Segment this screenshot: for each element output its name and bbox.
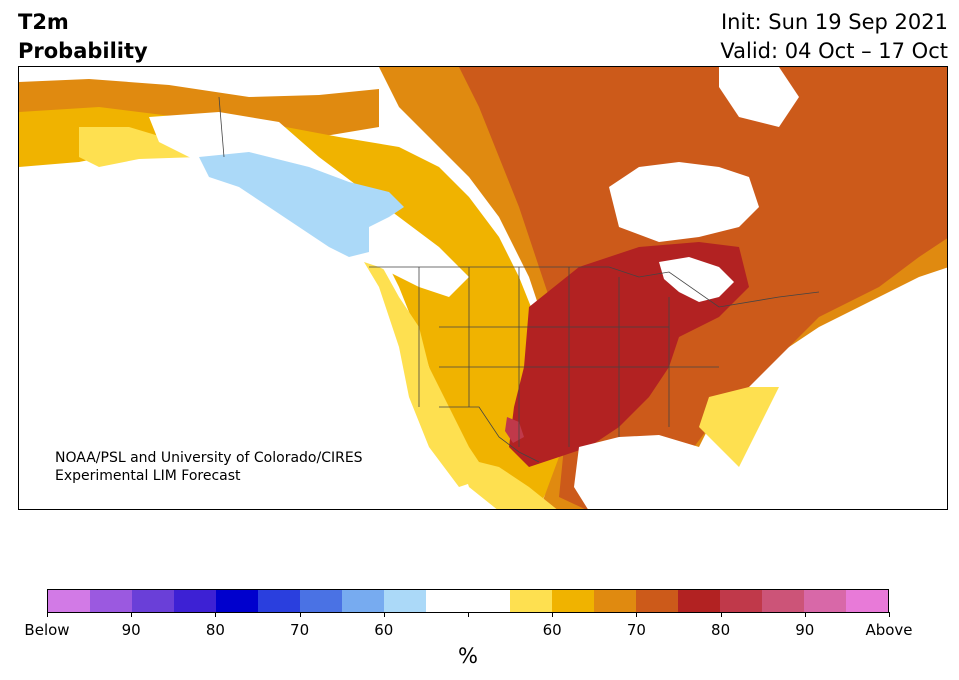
forecast-dates: Init: Sun 19 Sep 2021 Valid: 04 Oct – 17… xyxy=(720,8,948,66)
colorbar-tick-label: 90 xyxy=(121,621,141,639)
colorbar-segment xyxy=(384,590,426,612)
colorbar-segment xyxy=(510,590,552,612)
colorbar-segment xyxy=(342,590,384,612)
shade-yellow-north xyxy=(19,107,559,507)
colorbar-tick-mark xyxy=(299,612,301,617)
title-line-variable: T2m xyxy=(18,10,69,34)
colorbar-tick-label: 60 xyxy=(542,621,562,639)
colorbar-segment xyxy=(678,590,720,612)
colorbar-segment xyxy=(90,590,132,612)
shade-lightblue xyxy=(199,152,404,257)
colorbar-tick-label: 90 xyxy=(795,621,815,639)
colorbar-segment xyxy=(468,590,510,612)
arctic-islands-gap xyxy=(719,67,799,127)
colorbar-tick-label: 80 xyxy=(711,621,731,639)
colorbar-tick-label: Above xyxy=(865,621,913,639)
us-mexico-border xyxy=(439,406,540,463)
borders xyxy=(218,96,820,463)
credit-line-1: NOAA/PSL and University of Colorado/CIRE… xyxy=(55,450,363,466)
gulf-of-mexico xyxy=(574,435,719,509)
forecast-map xyxy=(18,66,948,510)
colorbar-segment xyxy=(258,590,300,612)
colorbar-tick-mark xyxy=(131,612,133,617)
map-canvas xyxy=(19,67,947,509)
us-canada-border xyxy=(369,266,820,308)
shade-yellow-se xyxy=(699,387,779,467)
colorbar-segment xyxy=(846,590,888,612)
atlantic-ocean xyxy=(739,277,947,509)
colorbar-tick-label: 60 xyxy=(374,621,394,639)
colorbar-tick-mark xyxy=(47,612,48,617)
colorbar-tick-mark xyxy=(383,612,385,617)
colorbar-segment xyxy=(426,590,468,612)
colorbar-segment xyxy=(762,590,804,612)
shade-lightyellow xyxy=(79,127,489,487)
colorbar-tick-mark xyxy=(889,612,890,617)
colorbar-segment xyxy=(300,590,342,612)
great-lakes xyxy=(659,257,734,302)
colorbar-tick-label: 80 xyxy=(205,621,225,639)
water-bodies xyxy=(19,67,947,509)
colorbar-segment xyxy=(216,590,258,612)
colorbar-tick-mark xyxy=(636,612,638,617)
credit-line-2: Experimental LIM Forecast xyxy=(55,468,241,484)
colorbar-unit: % xyxy=(458,644,478,668)
shade-mexico-yellow xyxy=(459,457,557,509)
state-lines xyxy=(418,267,719,447)
colorbar xyxy=(47,589,889,613)
title-line-type: Probability xyxy=(18,39,148,63)
hudson-bay xyxy=(609,162,759,242)
credit-text: NOAA/PSL and University of Colorado/CIRE… xyxy=(55,449,363,485)
colorbar-tick-mark xyxy=(552,612,554,617)
colorbar-tick-mark xyxy=(804,612,806,617)
alaska-border xyxy=(218,96,225,158)
colorbar-tick-mark xyxy=(720,612,722,617)
colorbar-segment xyxy=(804,590,846,612)
colorbar-segment xyxy=(720,590,762,612)
colorbar-tick-label: 70 xyxy=(290,621,310,639)
colorbar-tick-mark xyxy=(468,612,469,617)
map-title: T2m Probability xyxy=(18,8,148,66)
colorbar-tick-mark xyxy=(215,612,217,617)
colorbar-tick-label: Below xyxy=(24,621,70,639)
colorbar-segment xyxy=(594,590,636,612)
colorbar-segment xyxy=(132,590,174,612)
colorbar-segment xyxy=(552,590,594,612)
colorbar-segment xyxy=(636,590,678,612)
colorbar-segment xyxy=(174,590,216,612)
colorbar-tick-label: 70 xyxy=(626,621,646,639)
pacific-ocean xyxy=(19,207,459,509)
valid-period: Valid: 04 Oct – 17 Oct xyxy=(720,39,948,63)
init-date: Init: Sun 19 Sep 2021 xyxy=(720,10,948,34)
colorbar-segment xyxy=(48,590,90,612)
